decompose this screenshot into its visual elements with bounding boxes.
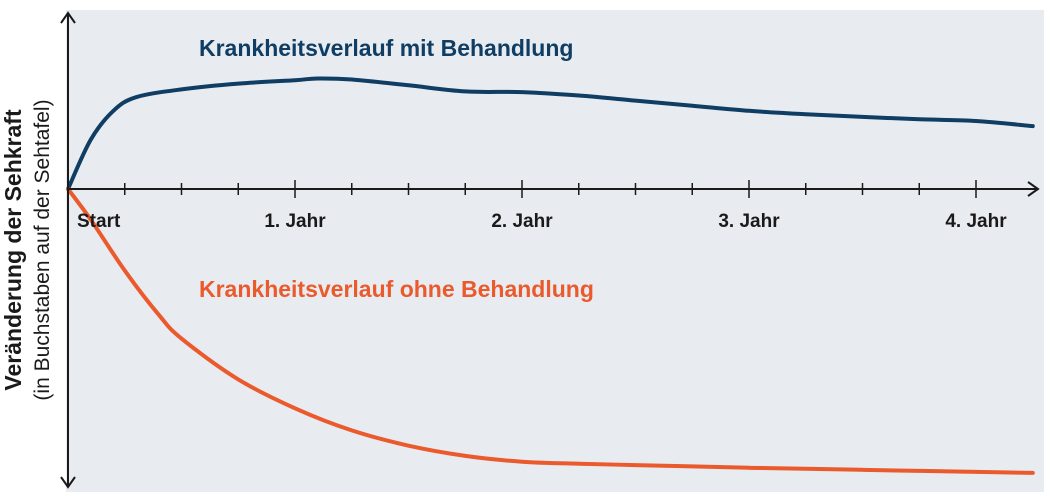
y-axis-label: Veränderung der Sehkraft: [0, 109, 26, 391]
x-tick-label: 2. Jahr: [491, 211, 553, 232]
series-line-0: [66, 76, 1035, 191]
tick-layer: Start 1. Jahr 2. Jahr 3. Jahr 4. Jahr: [77, 180, 1007, 232]
y-axis-sublabel: (in Buchstaben auf der Sehtafel): [31, 99, 54, 400]
x-tick-label: 4. Jahr: [945, 211, 1007, 232]
series-layer: [66, 76, 1035, 475]
y-axis-arrow-up: [60, 11, 76, 24]
x-tick-label: 3. Jahr: [718, 211, 780, 232]
axis-layer: [60, 11, 1040, 489]
x-tick-label: Start: [77, 211, 121, 232]
plot-background: [66, 10, 1044, 492]
y-axis-arrow-down: [60, 476, 76, 489]
label-layer: Veränderung der Sehkraft (in Buchstaben …: [0, 35, 594, 401]
x-tick-label: 1. Jahr: [264, 211, 326, 232]
series-line-1: [66, 187, 1035, 475]
series-label-without-treatment: Krankheitsverlauf ohne Behandlung: [199, 276, 594, 302]
x-axis-arrow: [1027, 181, 1040, 197]
series-label-with-treatment: Krankheitsverlauf mit Behandlung: [199, 35, 573, 61]
